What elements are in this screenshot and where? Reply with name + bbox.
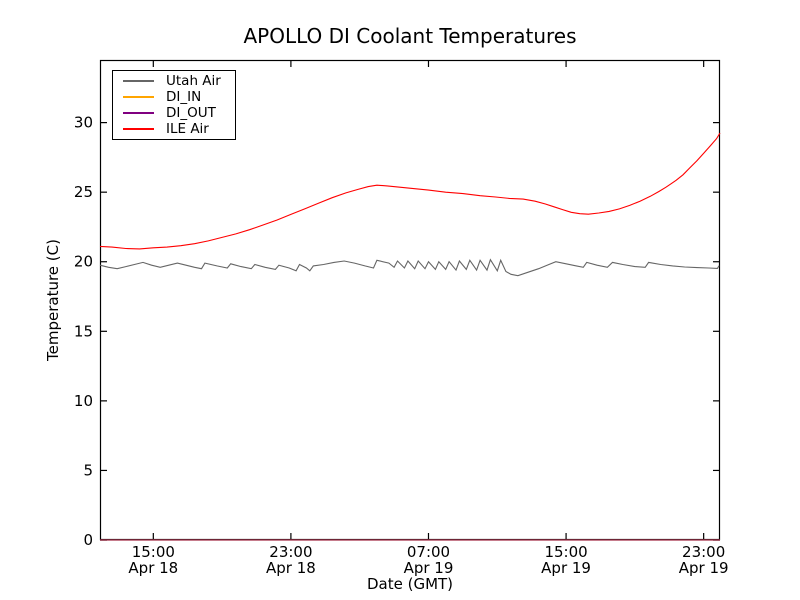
legend-line-sample — [123, 80, 154, 82]
x-tick-label-date: Apr 19 — [404, 559, 454, 577]
x-tick-label-time: 23:00 — [682, 543, 725, 561]
legend-label: ILE Air — [166, 121, 209, 137]
y-tick-label: 10 — [74, 392, 93, 410]
x-tick-label-time: 15:00 — [132, 543, 175, 561]
legend-item-utah-air: Utah Air — [123, 73, 235, 89]
legend-label: Utah Air — [166, 73, 221, 89]
x-tick-label-date: Apr 18 — [266, 559, 316, 577]
y-tick-label: 5 — [83, 461, 93, 479]
x-axis-label: Date (GMT) — [367, 575, 453, 593]
y-axis-label: Temperature (C) — [44, 239, 62, 362]
legend-item-ile-air: ILE Air — [123, 121, 235, 137]
x-tick-label-time: 23:00 — [269, 543, 312, 561]
legend-line-sample — [123, 96, 154, 98]
legend-item-di-out: DI_OUT — [123, 105, 235, 121]
legend-item-di-in: DI_IN — [123, 89, 235, 105]
y-tick-label: 0 — [83, 531, 93, 549]
legend-line-sample — [123, 128, 154, 130]
y-tick-label: 20 — [74, 253, 93, 271]
y-tick-label: 25 — [74, 183, 93, 201]
legend-label: DI_IN — [166, 89, 202, 105]
legend-line-sample — [123, 112, 154, 114]
x-tick-label-time: 15:00 — [544, 543, 587, 561]
series-line-utah-air — [99, 258, 720, 277]
y-tick-label: 15 — [74, 322, 93, 340]
x-tick-label-time: 07:00 — [407, 543, 450, 561]
x-tick-label-date: Apr 19 — [541, 559, 591, 577]
chart-title: APOLLO DI Coolant Temperatures — [243, 24, 576, 48]
y-tick-label: 30 — [74, 114, 93, 132]
x-tick-label-date: Apr 18 — [128, 559, 178, 577]
series-line-ile-air — [99, 132, 721, 250]
legend-label: DI_OUT — [166, 105, 216, 121]
x-tick-label-date: Apr 19 — [679, 559, 729, 577]
legend: Utah Air DI_IN DI_OUT ILE Air — [112, 70, 236, 140]
